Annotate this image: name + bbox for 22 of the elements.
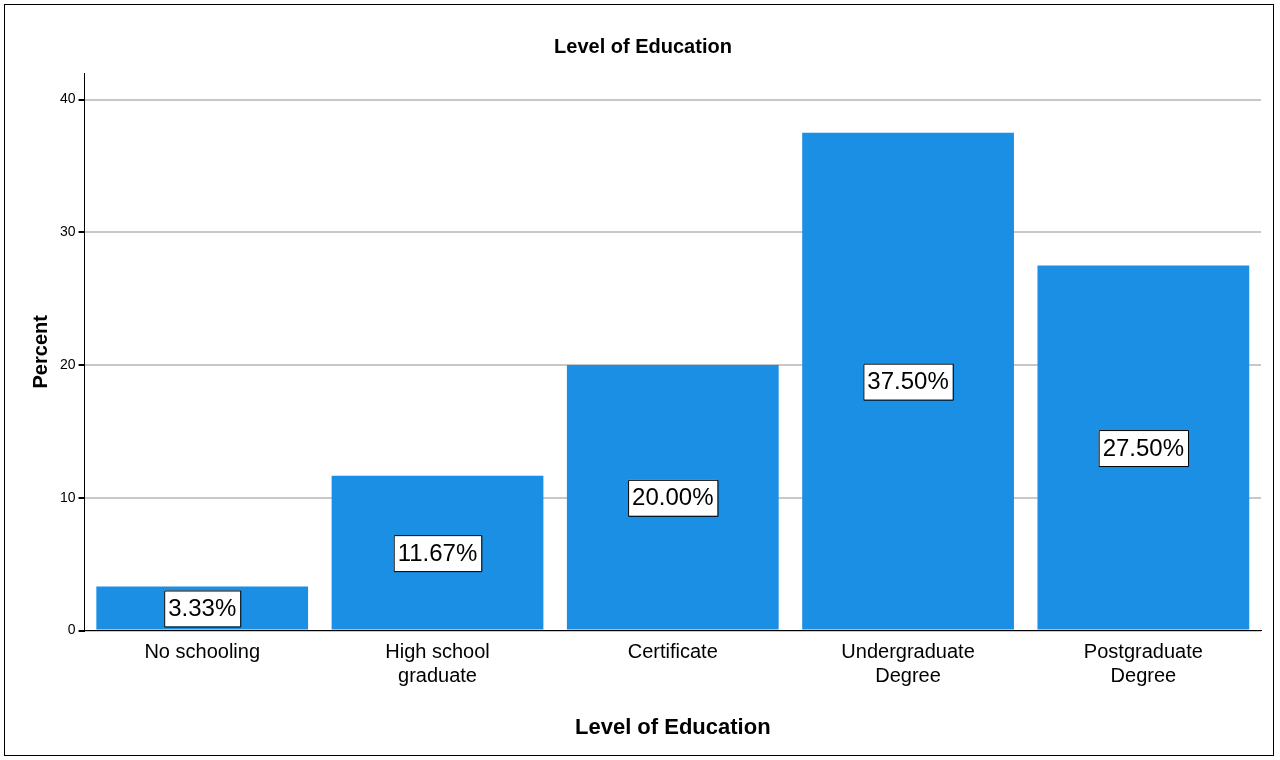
chart-title: Level of Education	[554, 34, 732, 57]
x-tick-label: Certificate	[627, 640, 718, 663]
y-tick-label: 10	[59, 488, 76, 505]
data-label: 37.50%	[867, 367, 949, 395]
x-tick-label: Postgraduate Degree	[1083, 640, 1203, 687]
bar	[802, 132, 1014, 630]
x-tick-label: Undergraduate Degree	[841, 640, 975, 687]
bar	[331, 475, 544, 630]
y-tick-label: 0	[67, 621, 76, 638]
y-tick-label: 30	[59, 223, 76, 240]
x-tick-label: No schooling	[144, 640, 261, 663]
bar	[566, 365, 779, 630]
y-tick-label: 20	[59, 355, 76, 372]
data-label: 3.33%	[168, 594, 237, 622]
x-tick-label: High school graduate	[385, 640, 490, 687]
x-axis-title: Level of Education	[574, 713, 771, 739]
bar	[1037, 265, 1250, 630]
data-label: 20.00%	[632, 483, 714, 511]
data-label: 27.50%	[1102, 433, 1185, 461]
data-label: 11.67%	[397, 538, 478, 566]
y-tick-label: 40	[59, 90, 76, 107]
y-axis-title: Percent	[28, 314, 51, 389]
